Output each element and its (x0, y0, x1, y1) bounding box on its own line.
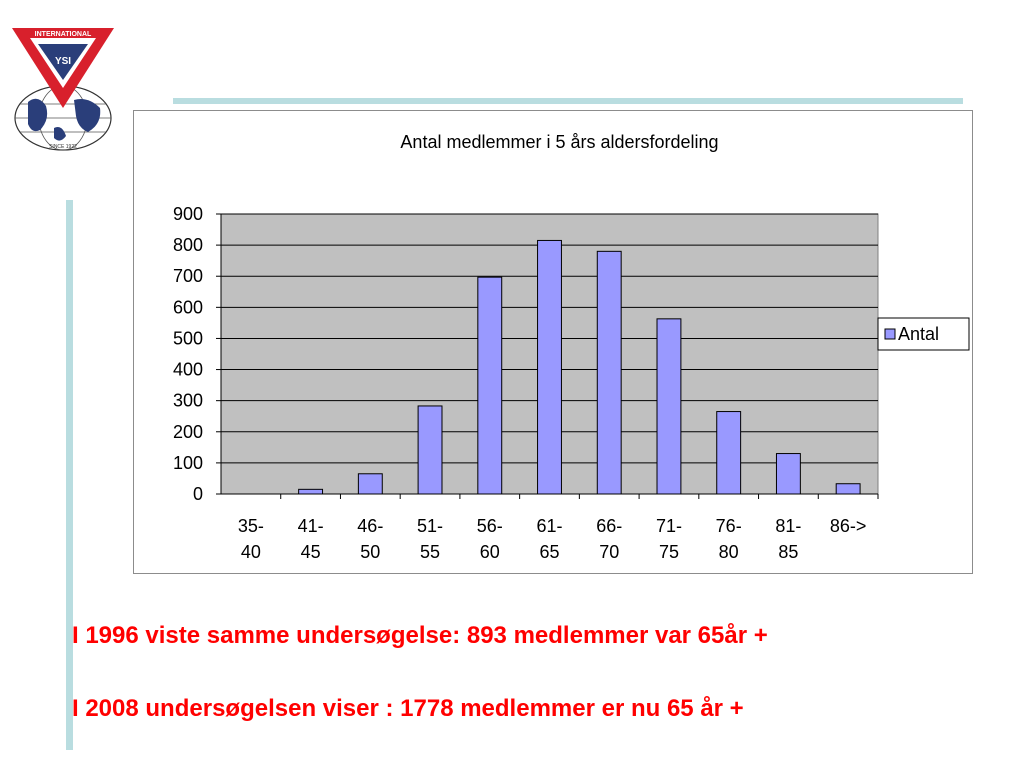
x-tick-label: 60 (480, 542, 500, 562)
bar (596, 250, 622, 495)
statement-1996: I 1996 viste samme undersøgelse: 893 med… (72, 622, 768, 649)
x-tick-label: 85 (778, 542, 798, 562)
bar (477, 276, 503, 495)
y-tick-label: 300 (173, 391, 203, 411)
x-tick-label: 45 (301, 542, 321, 562)
chart-title: Antal medlemmer i 5 års aldersfordeling (400, 132, 718, 152)
y-tick-label: 400 (173, 360, 203, 380)
side-accent-rule (66, 200, 73, 750)
bar (716, 411, 742, 495)
x-tick-label: 51- (417, 516, 443, 536)
x-tick-label: 81- (775, 516, 801, 536)
statement-2008: I 2008 undersøgelsen viser : 1778 medlem… (72, 695, 744, 722)
x-tick-label: 66- (596, 516, 622, 536)
x-tick-label: 46- (357, 516, 383, 536)
y-tick-label: 500 (173, 328, 203, 348)
y-tick-label: 800 (173, 235, 203, 255)
x-tick-label: 76- (716, 516, 742, 536)
bar-chart: Antal medlemmer i 5 års aldersfordeling 0… (173, 132, 970, 562)
bar (775, 453, 801, 495)
legend-swatch (884, 328, 896, 340)
y-tick-label: 200 (173, 422, 203, 442)
x-tick-label: 80 (719, 542, 739, 562)
x-tick-label: 40 (241, 542, 261, 562)
x-tick-label: 50 (360, 542, 380, 562)
x-tick-label: 41- (298, 516, 324, 536)
x-tick-label: 55 (420, 542, 440, 562)
x-tick-label: 65 (539, 542, 559, 562)
bar (417, 405, 443, 495)
y-tick-label: 700 (173, 266, 203, 286)
bar (298, 488, 324, 495)
x-tick-label: 71- (656, 516, 682, 536)
top-accent-rule (173, 98, 963, 104)
bar (656, 318, 682, 495)
legend-label: Antal (898, 324, 939, 344)
bar (357, 473, 383, 495)
y-tick-label: 900 (173, 204, 203, 224)
logo-top-text: INTERNATIONAL (35, 31, 92, 38)
bar (537, 239, 562, 495)
y-tick-label: 600 (173, 297, 203, 317)
x-tick-label: 86-> (830, 516, 867, 536)
x-tick-label: 70 (599, 542, 619, 562)
shield-icon (12, 28, 114, 108)
y-tick-label: 0 (193, 484, 203, 504)
x-tick-label: 75 (659, 542, 679, 562)
x-tick-label: 35- (238, 516, 264, 536)
logo-center-letters: YSI (55, 56, 71, 67)
chart-frame: Antal medlemmer i 5 års aldersfordeling 0… (133, 110, 973, 574)
globe-icon (14, 85, 112, 151)
logo-bottom-text: SINCE 1922 (49, 144, 77, 150)
bar (835, 483, 861, 495)
x-tick-label: 61- (536, 516, 562, 536)
y-tick-label: 100 (173, 453, 203, 473)
x-tick-label: 56- (477, 516, 503, 536)
ysi-logo: INTERNATIONAL YSI SINCE 1922 (12, 28, 114, 151)
